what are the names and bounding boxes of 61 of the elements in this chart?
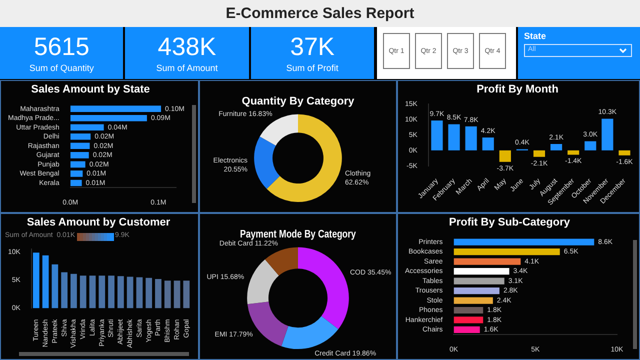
bar — [164, 280, 171, 308]
bar — [533, 150, 546, 157]
bar — [454, 326, 480, 334]
bar — [465, 126, 477, 150]
chart-title: Profit By Month — [476, 84, 559, 96]
text: 5615 — [32, 33, 90, 61]
bar — [42, 255, 49, 308]
text: E-Commerce Sales Report — [0, 0, 640, 27]
bar — [183, 280, 190, 308]
bar — [146, 278, 152, 308]
bar — [70, 161, 86, 168]
chart-title: Sales Amount by Customer — [26, 216, 171, 229]
bar — [174, 280, 180, 308]
bar — [454, 258, 521, 265]
text: State — [524, 31, 546, 41]
bar — [454, 297, 493, 304]
bar — [448, 124, 460, 150]
chart-title: Payment Mode By Category — [240, 228, 356, 241]
bar — [136, 277, 143, 308]
bar — [80, 276, 86, 308]
bar — [70, 180, 82, 186]
bar — [108, 276, 114, 308]
bar — [431, 120, 443, 150]
bar — [550, 144, 562, 150]
bar — [126, 276, 134, 308]
chart-title: Sales Amount by State — [31, 84, 150, 96]
text: 37K — [289, 33, 336, 61]
text: Sum of Quantity — [28, 63, 95, 73]
bar — [602, 118, 614, 150]
bar — [70, 142, 90, 150]
bar — [454, 238, 594, 246]
bar — [454, 287, 500, 294]
bar — [52, 264, 58, 308]
bar — [98, 276, 106, 308]
bar — [618, 150, 630, 156]
bar — [70, 170, 83, 177]
bar — [61, 272, 68, 308]
bar — [499, 150, 511, 162]
bar — [117, 276, 124, 308]
bar — [70, 114, 147, 122]
bar — [70, 152, 89, 158]
bar — [70, 274, 77, 308]
bar — [454, 268, 510, 275]
text: Sum of Amount — [155, 63, 219, 73]
bar — [89, 276, 96, 308]
bar — [568, 150, 580, 155]
bar — [454, 248, 560, 256]
text: 438K — [156, 33, 218, 61]
text: Sum of Profit — [285, 63, 340, 73]
bar — [70, 133, 91, 140]
bar — [584, 141, 596, 150]
chart-title: Quantity By Category — [242, 96, 356, 108]
bar — [454, 306, 484, 314]
bar — [155, 278, 162, 308]
bar — [454, 316, 484, 324]
bar — [32, 252, 40, 308]
bar — [482, 137, 494, 150]
bar — [70, 106, 162, 112]
bar — [454, 278, 504, 284]
chart-title: Profit By Sub-Category — [448, 216, 571, 229]
bar — [70, 124, 104, 131]
